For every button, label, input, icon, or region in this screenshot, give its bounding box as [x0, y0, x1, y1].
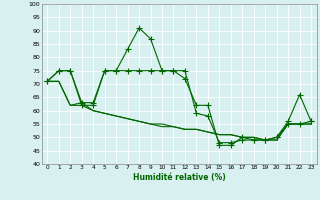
X-axis label: Humidité relative (%): Humidité relative (%): [133, 173, 226, 182]
